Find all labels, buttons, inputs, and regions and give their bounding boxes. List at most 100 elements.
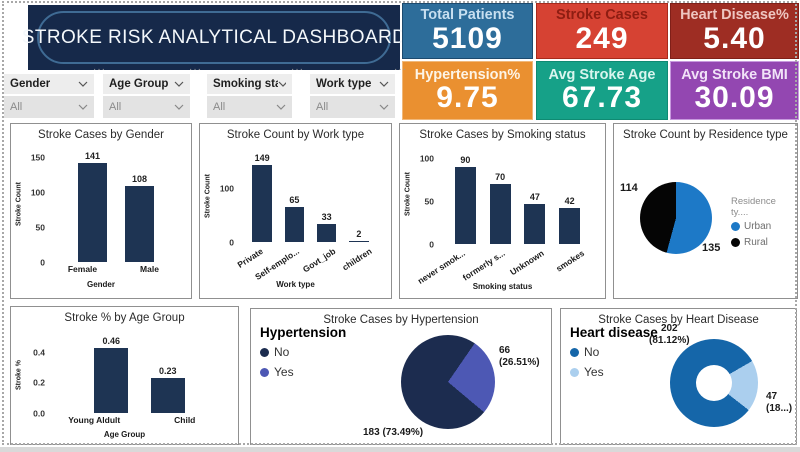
- chevron-down-icon: [174, 104, 184, 110]
- kpi-card-stroke-cases: Stroke Cases 249: [536, 3, 668, 59]
- legend-label: No: [274, 345, 290, 359]
- legend: Residence ty.... Urban Rural: [731, 196, 793, 253]
- more-options-icon[interactable]: ···: [394, 64, 407, 75]
- chart-title: Stroke Count by Residence type: [623, 129, 788, 141]
- pie-callout-urban: 135: [702, 242, 721, 254]
- axis-tick-label: 100: [219, 183, 234, 194]
- bar-formerly-s[interactable]: [489, 184, 511, 244]
- bar-column: 33: [311, 154, 343, 242]
- legend-item-yes[interactable]: Yes: [260, 365, 346, 379]
- bar-smokes[interactable]: [559, 208, 581, 244]
- chevron-down-icon: [278, 81, 286, 87]
- chevron-down-icon: [78, 81, 88, 87]
- slicer-dropdown-age-group[interactable]: All: [103, 96, 190, 118]
- legend-item-yes[interactable]: Yes: [570, 365, 658, 379]
- category-label: Unknown: [508, 248, 547, 278]
- bar-female[interactable]: [78, 163, 107, 262]
- legend-item-no[interactable]: No: [570, 345, 658, 359]
- bar-column: 0.23: [140, 337, 197, 413]
- kpi-label: Avg Stroke BMI: [681, 66, 788, 83]
- y-axis: 0 100: [214, 154, 238, 245]
- bar-column: 42: [552, 148, 587, 244]
- legend-item-no[interactable]: No: [260, 345, 346, 359]
- kpi-value: 30.09: [694, 81, 775, 115]
- residence-pie-chart[interactable]: [640, 182, 712, 254]
- bar-value-label: 90: [460, 154, 471, 165]
- chart-stroke-count-by-residence-type: Stroke Count by Residence type 114 135 R…: [613, 123, 798, 299]
- bar-children[interactable]: [349, 240, 369, 242]
- slicer-header-smoking-status[interactable]: Smoking sta...: [207, 74, 292, 94]
- axis-tick-label: 150: [30, 151, 45, 162]
- bar-never-smok[interactable]: [454, 166, 476, 244]
- kpi-value: 67.73: [561, 81, 643, 115]
- kpi-card-hypertension-pct: Hypertension% 9.75: [402, 61, 533, 120]
- category-label: Young Aldult: [68, 415, 121, 425]
- axis-tick-label: 0: [429, 238, 434, 249]
- axis-tick-label: 0.2: [33, 377, 45, 388]
- plot-area: 0.46 0.23: [49, 337, 230, 413]
- bar-unknown[interactable]: [524, 203, 546, 244]
- legend-dot: [731, 238, 740, 247]
- chevron-down-icon: [78, 104, 88, 110]
- bar-young-aldult[interactable]: [94, 348, 129, 413]
- bar-child[interactable]: [150, 378, 185, 413]
- bar-value-label: 65: [289, 195, 300, 206]
- category-label: Child: [174, 415, 196, 425]
- chevron-down-icon: [379, 81, 389, 87]
- slicer-gender: ··· Gender All: [4, 65, 105, 120]
- slicer-header-gender[interactable]: Gender: [4, 74, 94, 94]
- legend-item-urban[interactable]: Urban: [731, 221, 793, 232]
- slicer-smoking-status: ··· Smoking sta... All: [207, 65, 303, 120]
- y-axis-title: Stroke %: [15, 360, 23, 390]
- kpi-label: Hypertension%: [414, 66, 521, 83]
- legend-item-rural[interactable]: Rural: [731, 237, 793, 248]
- kpi-label: Heart Disease%: [680, 7, 789, 24]
- chart-title: Stroke Count by Work type: [226, 129, 365, 141]
- chevron-down-icon: [379, 104, 389, 110]
- legend: Heart disease No Yes: [570, 325, 658, 385]
- slicer-dropdown-work-type[interactable]: All: [310, 96, 395, 118]
- plot-area: 90 70 47 42: [438, 148, 597, 244]
- bar-govt-job[interactable]: [316, 224, 337, 242]
- more-options-icon[interactable]: ···: [189, 64, 202, 75]
- slicer-dropdown-smoking-status[interactable]: All: [207, 96, 292, 118]
- y-axis-title: Stroke Count: [404, 172, 412, 216]
- kpi-value: 249: [575, 21, 629, 55]
- axis-tick-label: 100: [419, 153, 434, 164]
- axis-tick-label: 0: [40, 256, 45, 267]
- slicer-header-age-group[interactable]: Age Group: [103, 74, 190, 94]
- chart-title: Stroke Cases by Smoking status: [419, 129, 586, 141]
- bar-self-emplo[interactable]: [284, 207, 305, 242]
- more-options-icon[interactable]: ···: [291, 64, 304, 75]
- x-axis-title: Age Group: [103, 430, 146, 439]
- hypertension-pie-chart[interactable]: [401, 335, 495, 429]
- axis-tick-label: 100: [30, 186, 45, 197]
- bar-column: 141: [69, 150, 116, 262]
- more-options-icon[interactable]: ···: [93, 64, 106, 75]
- bar-value-label: 47: [529, 191, 540, 202]
- heart-disease-donut-chart[interactable]: [670, 339, 758, 427]
- x-axis-labels: never smok... formerly s... Unknown smokes: [415, 246, 597, 286]
- slicer-header-work-type[interactable]: Work type: [310, 74, 395, 94]
- kpi-label: Total Patients: [420, 7, 515, 24]
- chart-stroke-cases-by-heart-disease: Stroke Cases by Heart Disease 202 (81.12…: [560, 308, 797, 445]
- legend-title: Hypertension: [260, 325, 347, 340]
- legend-label: Yes: [274, 365, 294, 379]
- plot-area: 141 108: [49, 150, 183, 262]
- bar-column: 149: [246, 154, 278, 242]
- slicer-title: Age Group: [109, 78, 169, 90]
- slicer-title: Gender: [10, 78, 51, 90]
- y-axis-title: Stroke Count: [204, 174, 212, 218]
- slicer-title: Smoking sta...: [213, 78, 278, 90]
- bar-male[interactable]: [125, 186, 154, 262]
- x-axis-labels: Private Self-emplo... Govt_job children: [235, 244, 383, 282]
- bar-private[interactable]: [252, 165, 272, 242]
- x-axis-title: Smoking status: [472, 282, 533, 291]
- kpi-label: Avg Stroke Age: [548, 66, 656, 83]
- legend-dot: [570, 367, 579, 377]
- kpi-value: 5109: [432, 21, 503, 55]
- kpi-label: Stroke Cases: [556, 7, 648, 24]
- bar-column: 90: [448, 148, 483, 244]
- slicer-dropdown-gender[interactable]: All: [4, 96, 94, 118]
- category-label: smokes: [553, 248, 586, 274]
